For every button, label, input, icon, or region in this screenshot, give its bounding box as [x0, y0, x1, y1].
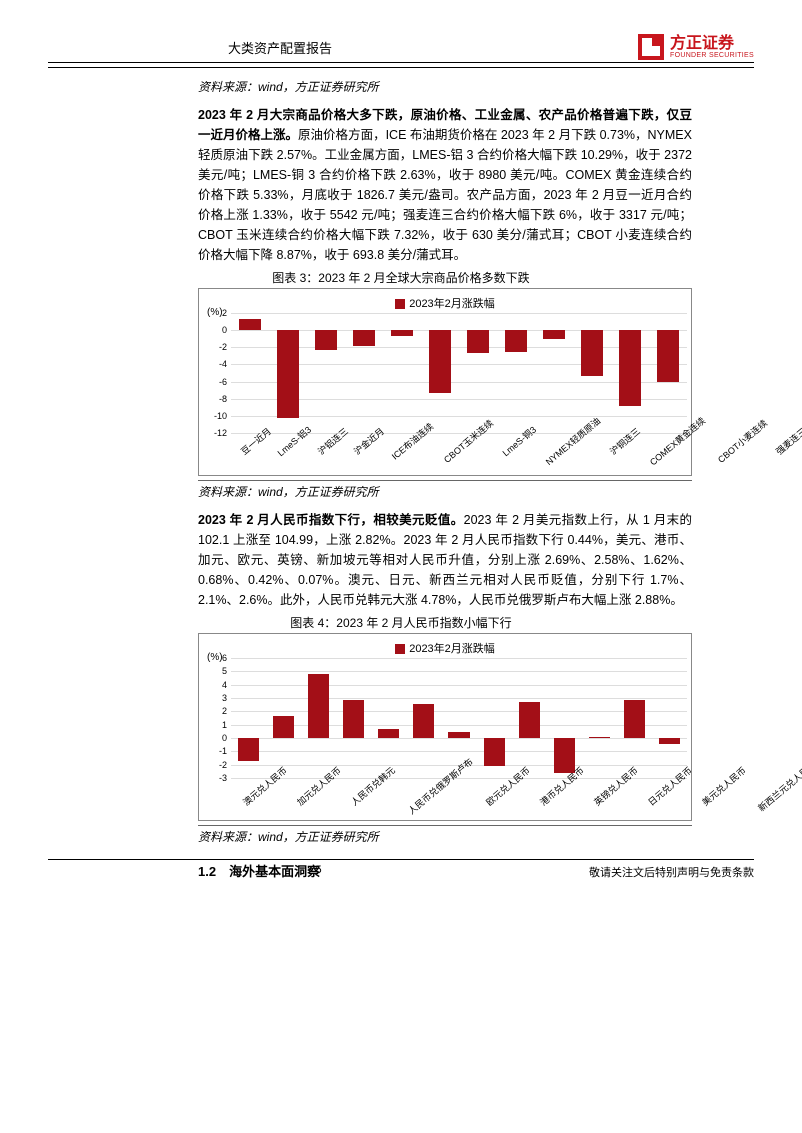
- bar: [657, 330, 680, 381]
- chart4-rule: [198, 825, 692, 826]
- ytick: 0: [207, 733, 227, 743]
- bar: [581, 330, 604, 376]
- paragraph-fx: 2023 年 2 月人民币指数下行，相较美元贬值。2023 年 2 月美元指数上…: [198, 510, 692, 610]
- ytick: 3: [207, 693, 227, 703]
- header-rule: [48, 67, 754, 68]
- bar: [467, 330, 490, 353]
- ytick: -8: [207, 394, 227, 404]
- xlabel: 新西兰元兑人民币: [753, 755, 802, 832]
- source-line-top: 资料来源：wind，方正证券研究所: [198, 78, 754, 95]
- bar: [624, 700, 645, 738]
- founder-logo-icon: [638, 34, 664, 60]
- ytick: -2: [207, 760, 227, 770]
- ytick: 0: [207, 325, 227, 335]
- bar: [308, 674, 329, 738]
- para2-rest: 2023 年 2 月美元指数上行，从 1 月末的 102.1 上涨至 104.9…: [198, 513, 692, 607]
- bar: [343, 700, 364, 738]
- xlabel: 强麦连三: [770, 421, 802, 475]
- bar: [589, 737, 610, 738]
- para2-bold: 2023 年 2 月人民币指数下行，相较美元贬值。: [198, 513, 464, 527]
- ytick: -1: [207, 746, 227, 756]
- bar: [519, 702, 540, 738]
- logo-text-en: FOUNDER SECURITIES: [670, 52, 754, 59]
- para1-rest: 原油价格方面，ICE 布油期货价格在 2023 年 2 月下跌 0.73%，NY…: [198, 128, 692, 262]
- ytick: 6: [207, 653, 227, 663]
- chart3-plot: (%) 20-2-4-6-8-10-12: [231, 313, 687, 433]
- bar: [391, 330, 414, 336]
- bar: [619, 330, 642, 406]
- bar: [239, 319, 262, 330]
- chart3-legend: 2023年2月涨跌幅: [203, 295, 687, 311]
- ytick: -3: [207, 773, 227, 783]
- source-line-3: 资料来源：wind，方正证券研究所: [198, 828, 754, 845]
- ytick: -2: [207, 342, 227, 352]
- ytick: 2: [207, 308, 227, 318]
- bar: [378, 729, 399, 738]
- logo: 方正证券 FOUNDER SECURITIES: [638, 34, 754, 60]
- ytick: 5: [207, 666, 227, 676]
- chart4-legend: 2023年2月涨跌幅: [203, 640, 687, 656]
- ytick: -6: [207, 377, 227, 387]
- logo-text-cn: 方正证券: [670, 36, 754, 52]
- chart3-xlabels: 豆一近月LmeS-铝3沪铝连三沪金近月ICE布油连续CBOT玉米连续LmeS-铜…: [231, 433, 687, 473]
- page-header: 大类资产配置报告 方正证券 FOUNDER SECURITIES: [48, 34, 754, 63]
- bar: [277, 330, 300, 418]
- chart4-xlabels: 澳元兑人民币加元兑人民币人民币兑韩元人民币兑俄罗斯卢布欧元兑人民币港币兑人民币英…: [231, 778, 687, 818]
- bar: [484, 738, 505, 766]
- ytick: 2: [207, 706, 227, 716]
- chart4-title: 图表 4：2023 年 2 月人民币指数小幅下行: [48, 614, 754, 631]
- ytick: -10: [207, 411, 227, 421]
- bar: [505, 330, 528, 352]
- chart3-title: 图表 3：2023 年 2 月全球大宗商品价格多数下跌: [48, 269, 754, 286]
- bar: [315, 330, 338, 350]
- header-title: 大类资产配置报告: [228, 38, 332, 57]
- xlabel: 美元兑人民币: [696, 761, 763, 826]
- chart3: 2023年2月涨跌幅 (%) 20-2-4-6-8-10-12 豆一近月LmeS…: [198, 288, 692, 476]
- bar: [273, 716, 294, 738]
- chart3-rule: [198, 480, 692, 481]
- ytick: 4: [207, 680, 227, 690]
- source-line-2: 资料来源：wind，方正证券研究所: [198, 483, 754, 500]
- bar: [353, 330, 376, 345]
- bar: [448, 732, 469, 738]
- bar: [413, 704, 434, 738]
- ytick: -4: [207, 359, 227, 369]
- paragraph-commodities: 2023 年 2 月大宗商品价格大多下跌，原油价格、工业金属、农产品价格普遍下跌…: [198, 105, 692, 265]
- bar: [429, 330, 452, 393]
- ytick: 1: [207, 720, 227, 730]
- disclaimer: 敬请关注文后特别声明与免责条款: [589, 864, 754, 880]
- page-footer: 5 敬请关注文后特别声明与免责条款: [48, 859, 754, 880]
- chart4: 2023年2月涨跌幅 (%) 6543210-1-2-3 澳元兑人民币加元兑人民…: [198, 633, 692, 821]
- bar: [543, 330, 566, 339]
- page-number: 5: [315, 864, 321, 880]
- bar: [238, 738, 259, 761]
- bar: [659, 738, 680, 744]
- ytick: -12: [207, 428, 227, 438]
